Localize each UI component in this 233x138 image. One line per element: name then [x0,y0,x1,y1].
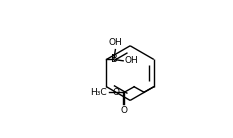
Text: OH: OH [109,38,123,47]
Text: B: B [111,54,117,64]
Text: O: O [120,106,127,115]
Text: OH: OH [125,56,139,65]
Text: O: O [113,88,120,97]
Text: H₃C: H₃C [90,88,107,97]
